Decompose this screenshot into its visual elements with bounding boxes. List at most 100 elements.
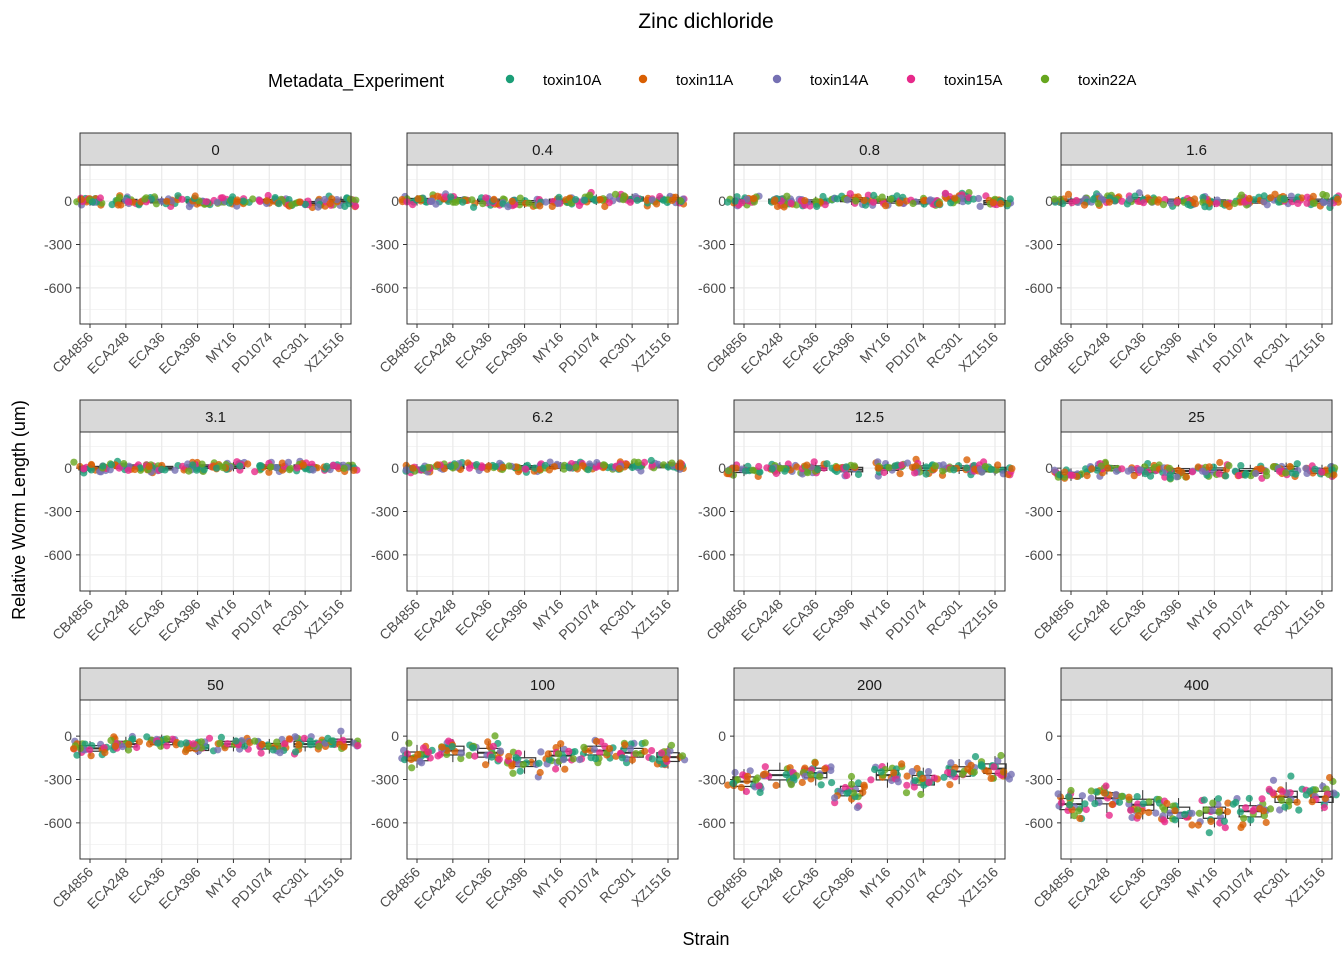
point-RC301 [309, 466, 317, 474]
y-tick-label: -300 [698, 504, 726, 520]
point-ECA36 [141, 195, 149, 203]
point-PD1074 [1258, 795, 1266, 803]
point-CB4856 [1076, 814, 1084, 823]
point-CB4856 [96, 194, 104, 202]
point-PD1074 [276, 749, 284, 757]
point-RC301 [640, 458, 649, 466]
point-ECA36 [1127, 465, 1135, 474]
y-tick-label: -600 [44, 280, 72, 296]
point-ECA396 [1174, 466, 1182, 474]
point-ECA36 [812, 197, 820, 205]
point-MY16 [1220, 817, 1228, 825]
point-XZ1516 [974, 194, 983, 203]
point-ECA248 [1105, 811, 1113, 819]
point-ECA248 [783, 192, 791, 200]
point-XZ1516 [1005, 775, 1014, 783]
point-RC301 [1298, 194, 1306, 202]
point-MY16 [1222, 472, 1230, 480]
point-ECA396 [1191, 200, 1200, 208]
point-ECA36 [470, 203, 478, 211]
point-CB4856 [1083, 472, 1091, 480]
point-PD1074 [1235, 471, 1243, 480]
point-ECA248 [124, 198, 133, 206]
point-MY16 [1198, 467, 1207, 475]
point-ECA248 [457, 755, 465, 763]
point-RC301 [618, 754, 626, 762]
point-PD1074 [903, 781, 911, 789]
point-XZ1516 [994, 461, 1002, 469]
point-MY16 [213, 464, 221, 472]
point-PD1074 [256, 462, 264, 470]
point-XZ1516 [647, 456, 655, 465]
point-ECA396 [1159, 201, 1168, 209]
point-ECA36 [1148, 198, 1156, 206]
point-ECA248 [129, 735, 137, 743]
point-CB4856 [1051, 466, 1059, 474]
point-ECA396 [519, 761, 527, 769]
point-XZ1516 [1302, 464, 1310, 472]
point-MY16 [1201, 203, 1209, 211]
point-ECA36 [821, 765, 829, 773]
point-XZ1516 [1303, 199, 1311, 207]
point-ECA248 [433, 192, 442, 200]
point-RC301 [1269, 776, 1278, 784]
point-ECA248 [124, 746, 133, 754]
point-XZ1516 [675, 462, 683, 470]
point-PD1074 [267, 463, 275, 471]
point-MY16 [560, 756, 568, 764]
point-RC301 [1282, 469, 1290, 477]
point-RC301 [1286, 462, 1294, 471]
point-ECA248 [119, 743, 127, 751]
point-CB4856 [1068, 471, 1077, 480]
point-RC301 [285, 735, 293, 743]
point-RC301 [633, 196, 641, 204]
point-MY16 [1205, 829, 1213, 837]
legend-title: Metadata_Experiment [268, 71, 444, 92]
point-XZ1516 [350, 466, 358, 474]
point-ECA396 [178, 195, 186, 203]
point-ECA248 [107, 736, 115, 745]
point-CB4856 [70, 745, 78, 753]
point-ECA248 [1118, 792, 1126, 800]
point-ECA36 [1145, 798, 1153, 806]
y-tick-label: -300 [698, 772, 726, 788]
point-ECA36 [819, 192, 827, 201]
point-XZ1516 [1000, 768, 1008, 776]
point-MY16 [894, 778, 902, 786]
facet-panel-200: 2000-300-600CB4856ECA248ECA36ECA396MY16P… [698, 667, 1015, 912]
point-MY16 [898, 461, 906, 469]
point-ECA36 [485, 462, 493, 470]
point-CB4856 [738, 199, 746, 207]
point-PD1074 [281, 740, 289, 748]
point-ECA396 [536, 768, 544, 777]
point-ECA396 [864, 191, 873, 199]
y-tick-label: -600 [1025, 547, 1053, 563]
point-ECA36 [478, 463, 486, 472]
point-ECA396 [1173, 198, 1181, 206]
point-RC301 [939, 467, 947, 475]
y-tick-label: -300 [1025, 772, 1053, 788]
point-ECA36 [482, 761, 490, 769]
point-ECA36 [471, 752, 479, 760]
point-CB4856 [73, 751, 81, 759]
point-XZ1516 [340, 464, 348, 472]
point-CB4856 [737, 783, 745, 792]
point-RC301 [634, 458, 642, 466]
legend-swatch-toxin10A [505, 74, 515, 84]
facet-strip [1060, 667, 1333, 701]
point-PD1074 [584, 466, 592, 474]
point-CB4856 [424, 748, 433, 756]
point-MY16 [1200, 796, 1208, 804]
point-MY16 [1214, 795, 1222, 803]
point-CB4856 [409, 464, 417, 472]
point-CB4856 [741, 467, 750, 475]
legend-label-toxin11A: toxin11A [676, 72, 733, 89]
point-XZ1516 [648, 747, 656, 755]
point-RC301 [1294, 199, 1302, 207]
point-CB4856 [724, 198, 732, 206]
point-ECA248 [1111, 197, 1119, 205]
point-PD1074 [576, 756, 584, 764]
point-ECA396 [193, 466, 201, 474]
point-XZ1516 [662, 755, 670, 763]
point-ECA36 [1139, 800, 1147, 808]
